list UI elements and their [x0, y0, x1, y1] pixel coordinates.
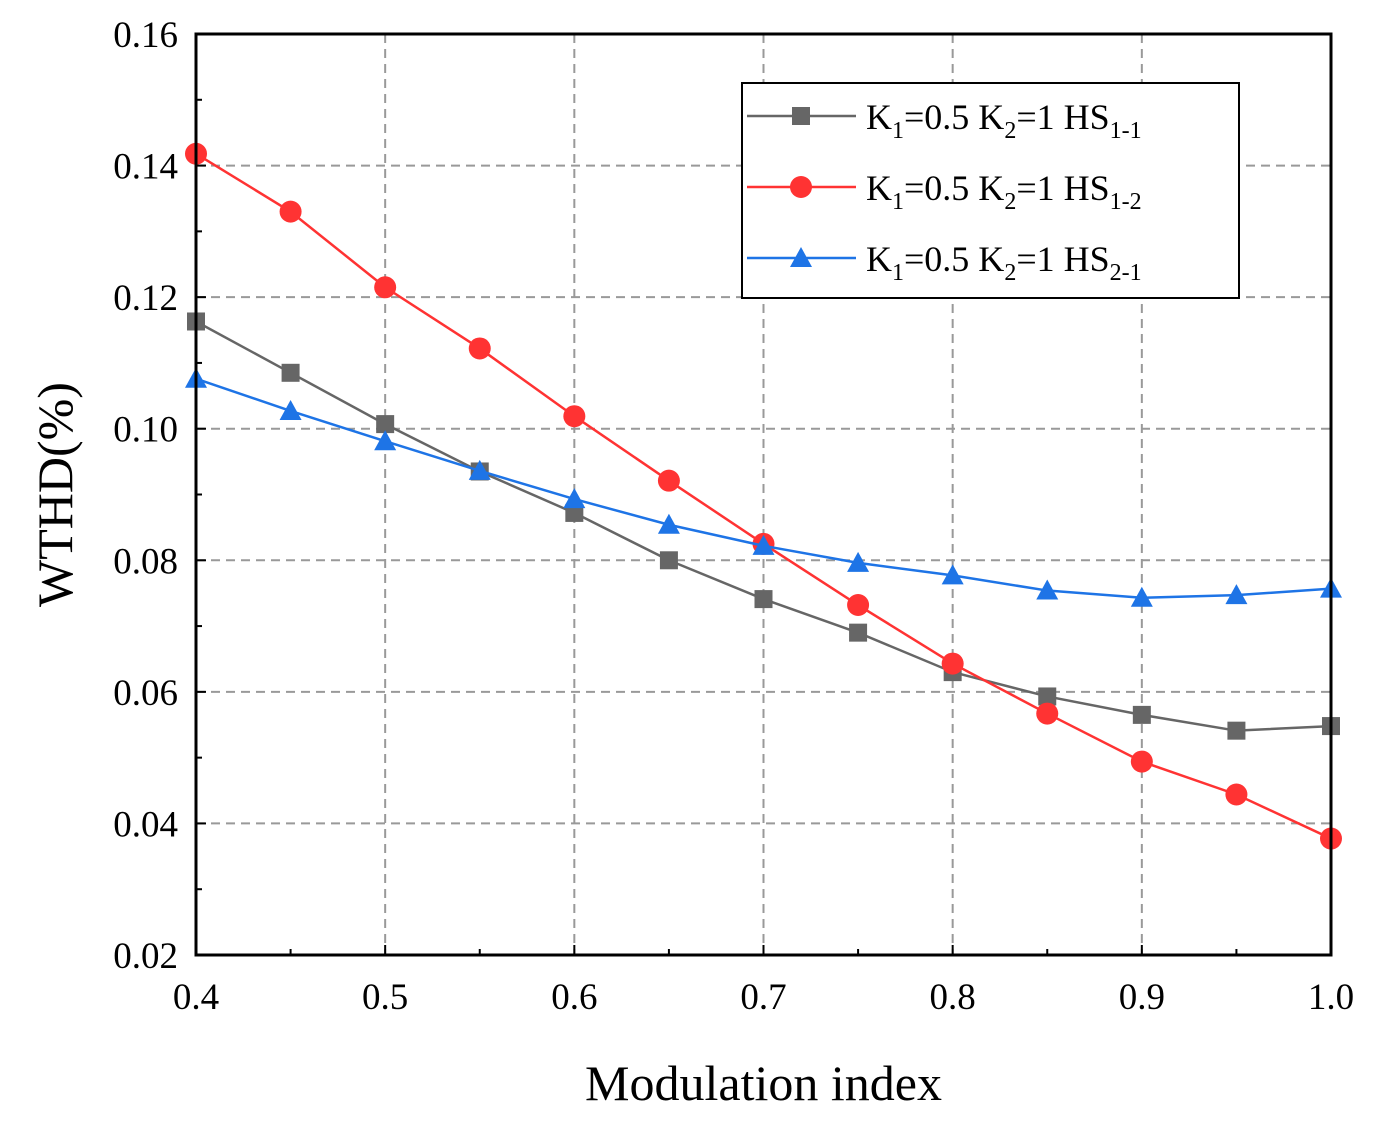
x-tick-label: 0.5 [362, 977, 408, 1018]
data-point [563, 488, 586, 509]
series-1 [187, 312, 1340, 740]
data-point [659, 551, 678, 570]
legend-marker [790, 176, 812, 198]
data-point [657, 469, 680, 492]
x-tick-label: 1.0 [1308, 977, 1354, 1018]
data-point [374, 276, 397, 299]
x-tick-label: 0.9 [1119, 977, 1165, 1018]
legend-box [741, 82, 1240, 299]
legend: K1=0.5 K2=1 HS1-1 K1=0.5 K2=1 HS1-2 K1=0.5… [741, 82, 1240, 299]
x-tick-label: 0.6 [551, 977, 597, 1018]
legend-item: K1=0.5 K2=1 HS2-1 [747, 239, 1142, 286]
y-tick-label: 0.04 [113, 804, 178, 845]
y-tick-label: 0.10 [113, 410, 178, 451]
legend-label: K1=0.5 K2=1 HS1-2 [866, 168, 1142, 215]
data-point [279, 200, 302, 223]
x-tick-label: 0.7 [740, 977, 786, 1018]
data-point [847, 594, 870, 617]
data-point [279, 399, 302, 420]
x-tick-labels: 0.4 0.5 0.6 0.7 0.8 0.9 1.0 [173, 977, 1354, 1018]
x-axis-label: Modulation index [585, 1055, 942, 1111]
data-point [754, 590, 773, 609]
y-tick-label: 0.14 [113, 147, 178, 188]
data-point [941, 564, 964, 585]
x-tick-label: 0.4 [173, 977, 219, 1018]
data-point [849, 623, 868, 642]
data-point [1225, 584, 1248, 605]
y-tick-labels: 0.02 0.04 0.06 0.08 0.10 0.12 0.14 0.16 [113, 15, 178, 977]
data-point [468, 459, 491, 480]
y-tick-label: 0.12 [113, 278, 178, 319]
data-point [1036, 579, 1059, 600]
legend-marker [790, 247, 812, 267]
data-point [563, 405, 586, 428]
data-point [376, 415, 395, 434]
data-point [1225, 783, 1248, 806]
legend-label: K1=0.5 K2=1 HS1-1 [866, 97, 1142, 144]
data-point [1227, 721, 1246, 740]
data-point [1038, 687, 1057, 706]
data-point [281, 363, 300, 382]
data-point [1130, 750, 1153, 773]
y-tick-label: 0.08 [113, 541, 178, 582]
series-layer [185, 142, 1342, 850]
x-tick-label: 0.8 [930, 977, 976, 1018]
data-point [1132, 705, 1151, 724]
data-point [1130, 586, 1153, 607]
data-point [374, 430, 397, 451]
y-tick-label: 0.06 [113, 673, 178, 714]
data-point [565, 503, 584, 522]
y-tick-label: 0.16 [113, 15, 178, 56]
data-point [1036, 702, 1059, 725]
data-point [847, 551, 870, 572]
data-point [657, 513, 680, 534]
data-point [468, 337, 491, 360]
legend-item: K1=0.5 K2=1 HS1-2 [747, 168, 1142, 215]
legend-marker [792, 107, 810, 125]
legend-label: K1=0.5 K2=1 HS2-1 [866, 239, 1142, 286]
data-point [752, 534, 775, 555]
y-axis-label: WTHD(%) [27, 382, 83, 607]
data-point [941, 652, 964, 675]
legend-item: K1=0.5 K2=1 HS1-1 [747, 97, 1142, 144]
plot-frame [194, 32, 1333, 957]
y-tick-label: 0.02 [113, 936, 178, 977]
